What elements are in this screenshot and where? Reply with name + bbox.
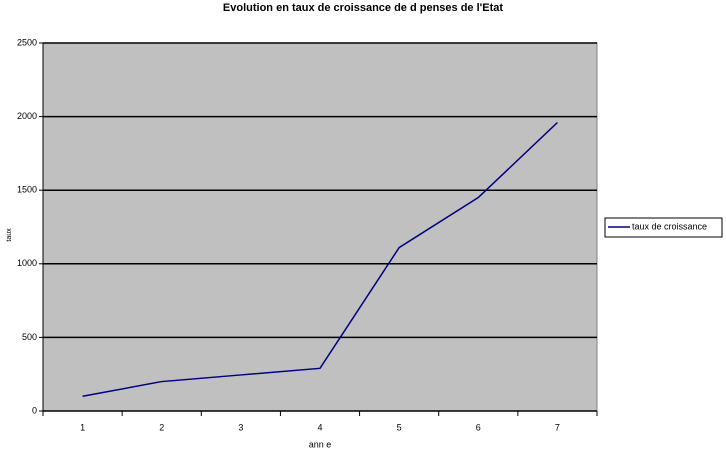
x-tick-label: 1	[80, 422, 85, 432]
y-axis-label: taux	[6, 228, 13, 242]
y-tick-label: 0	[32, 405, 37, 415]
plot-area	[42, 42, 598, 412]
x-tick-label: 4	[317, 422, 322, 432]
y-tick-label: 1000	[17, 258, 37, 268]
y-tick-label: 1500	[17, 185, 37, 195]
x-tick-label: 5	[397, 422, 402, 432]
x-tick-label: 6	[476, 422, 481, 432]
x-tick-label: 2	[159, 422, 164, 432]
legend-label: taux de croissance	[632, 221, 707, 231]
legend-box	[604, 217, 723, 238]
chart-title: Evolution en taux de croissance de d pen…	[223, 2, 503, 14]
x-axis-label: ann e	[309, 439, 332, 449]
x-tick-label: 7	[555, 422, 560, 432]
y-tick-label: 500	[22, 332, 37, 342]
y-tick-label: 2000	[17, 111, 37, 121]
series-line	[82, 121, 558, 398]
x-tick-label: 3	[238, 422, 243, 432]
y-tick-label: 2500	[17, 37, 37, 47]
